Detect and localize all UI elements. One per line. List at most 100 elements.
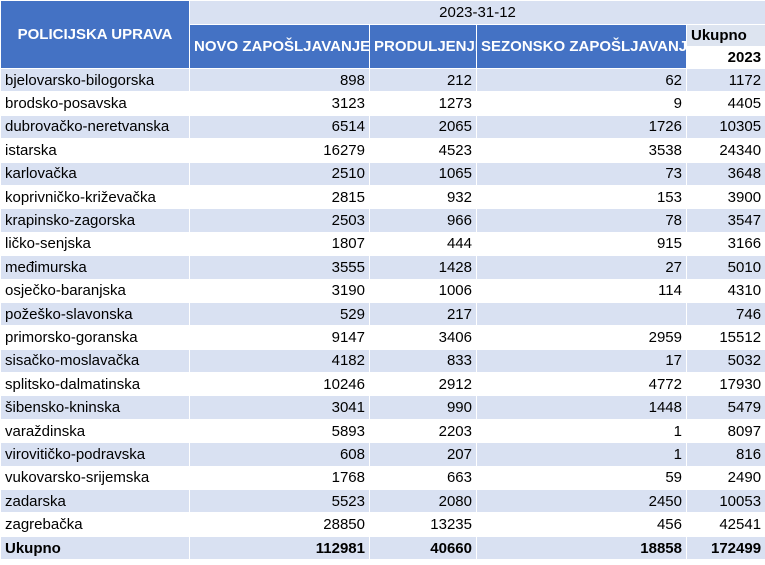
total-cell: 4405: [685, 91, 765, 116]
extension-cell: 2203: [369, 418, 477, 444]
extension-cell: 2065: [369, 114, 477, 140]
station-name-cell: šibensko-kninska: [0, 395, 190, 420]
extension-cell: 13235: [369, 512, 477, 537]
extension-cell: 1065: [369, 161, 477, 186]
extension-cell: 212: [369, 67, 477, 93]
station-name-cell: ličko-senjska: [0, 231, 190, 257]
table-row: istarska 16279 4523 3538 24340: [0, 138, 765, 163]
extension-cell: 3406: [369, 325, 477, 350]
new-employment-cell: 9147: [189, 325, 370, 350]
station-name-cell: krapinsko-zagorska: [0, 208, 190, 233]
extension-cell: 2080: [369, 489, 477, 514]
seasonal-cell: 27: [476, 255, 687, 280]
station-name-cell: brodsko-posavska: [0, 91, 190, 116]
table-row: međimurska 3555 1428 27 5010: [0, 255, 765, 280]
total-cell: 17930: [685, 372, 765, 397]
extension-cell: 1273: [369, 91, 477, 116]
totals-new-cell: 112981: [189, 535, 370, 561]
extension-cell: 207: [369, 442, 477, 467]
seasonal-cell: 78: [476, 208, 687, 233]
new-employment-cell: 1768: [189, 465, 370, 491]
table-row: vukovarsko-srijemska 1768 663 59 2490: [0, 465, 765, 491]
seasonal-header: SEZONSKO ZAPOŠLJAVANJE: [476, 24, 687, 69]
seasonal-cell: 1: [476, 442, 687, 467]
table-row: splitsko-dalmatinska 10246 2912 4772 17930: [0, 372, 765, 397]
seasonal-cell: 4772: [476, 372, 687, 397]
extension-cell: 1428: [369, 255, 477, 280]
total-cell: 10053: [685, 489, 765, 514]
station-name-cell: primorsko-goranska: [0, 325, 190, 350]
seasonal-cell: 3538: [476, 138, 687, 163]
new-employment-cell: 2503: [189, 208, 370, 233]
new-employment-cell: 2510: [189, 161, 370, 186]
table-row: sisačko-moslavačka 4182 833 17 5032: [0, 348, 765, 374]
station-name-cell: karlovačka: [0, 161, 190, 186]
station-name-cell: virovitičko-podravska: [0, 442, 190, 467]
station-name-cell: vukovarsko-srijemska: [0, 465, 190, 491]
table-row: osječko-baranjska 3190 1006 114 4310: [0, 278, 765, 303]
total-cell: 3166: [685, 231, 765, 257]
station-name-cell: dubrovačko-neretvanska: [0, 114, 190, 140]
station-name-cell: zadarska: [0, 489, 190, 514]
new-employment-cell: 529: [189, 301, 370, 327]
table-row: dubrovačko-neretvanska 6514 2065 1726 10305: [0, 114, 765, 140]
new-employment-cell: 3123: [189, 91, 370, 116]
table-row: ličko-senjska 1807 444 915 3166: [0, 231, 765, 257]
extension-cell: 2912: [369, 372, 477, 397]
station-name-cell: istarska: [0, 138, 190, 163]
new-employment-cell: 5523: [189, 489, 370, 514]
seasonal-cell: 915: [476, 231, 687, 257]
total-cell: 3547: [685, 208, 765, 233]
extension-cell: 444: [369, 231, 477, 257]
station-header: POLICIJSKA UPRAVA: [0, 0, 190, 69]
new-employment-cell: 2815: [189, 184, 370, 210]
station-name-cell: požeško-slavonska: [0, 301, 190, 327]
seasonal-cell: 2959: [476, 325, 687, 350]
totals-row: Ukupno 112981 40660 18858 172499: [0, 535, 765, 561]
total-cell: 24340: [685, 138, 765, 163]
seasonal-cell: [476, 301, 687, 327]
new-employment-cell: 28850: [189, 512, 370, 537]
table-row: bjelovarsko-bilogorska 898 212 62 1172: [0, 67, 765, 93]
total-header: Ukupno: [685, 24, 765, 47]
total-year-header: 2023: [685, 46, 765, 69]
total-cell: 816: [685, 442, 765, 467]
total-cell: 15512: [685, 325, 765, 350]
station-name-cell: međimurska: [0, 255, 190, 280]
new-employment-cell: 3190: [189, 278, 370, 303]
new-employment-cell: 3555: [189, 255, 370, 280]
new-employment-cell: 16279: [189, 138, 370, 163]
total-cell: 10305: [685, 114, 765, 140]
total-cell: 5010: [685, 255, 765, 280]
total-cell: 4310: [685, 278, 765, 303]
new-employment-cell: 6514: [189, 114, 370, 140]
table-row: koprivničko-križevačka 2815 932 153 3900: [0, 184, 765, 210]
total-cell: 3648: [685, 161, 765, 186]
station-name-cell: varaždinska: [0, 418, 190, 444]
station-name-cell: koprivničko-križevačka: [0, 184, 190, 210]
extension-header: PRODULJENJE: [369, 24, 477, 69]
totals-seasonal-cell: 18858: [476, 535, 687, 561]
extension-cell: 663: [369, 465, 477, 491]
seasonal-cell: 1448: [476, 395, 687, 420]
total-cell: 5032: [685, 348, 765, 374]
total-cell: 746: [685, 301, 765, 327]
new-employment-cell: 3041: [189, 395, 370, 420]
total-cell: 2490: [685, 465, 765, 491]
extension-cell: 1006: [369, 278, 477, 303]
new-employment-cell: 898: [189, 67, 370, 93]
table-row: varaždinska 5893 2203 1 8097: [0, 418, 765, 444]
extension-cell: 990: [369, 395, 477, 420]
station-name-cell: splitsko-dalmatinska: [0, 372, 190, 397]
seasonal-cell: 9: [476, 91, 687, 116]
new-employment-cell: 4182: [189, 348, 370, 374]
seasonal-cell: 1: [476, 418, 687, 444]
extension-cell: 217: [369, 301, 477, 327]
table-header: POLICIJSKA UPRAVA 2023-31-12 NOVO ZAPOŠL…: [0, 0, 765, 69]
seasonal-cell: 59: [476, 465, 687, 491]
seasonal-cell: 2450: [476, 489, 687, 514]
seasonal-cell: 1726: [476, 114, 687, 140]
extension-cell: 833: [369, 348, 477, 374]
date-header: 2023-31-12: [188, 0, 765, 25]
table-row: virovitičko-podravska 608 207 1 816: [0, 442, 765, 467]
